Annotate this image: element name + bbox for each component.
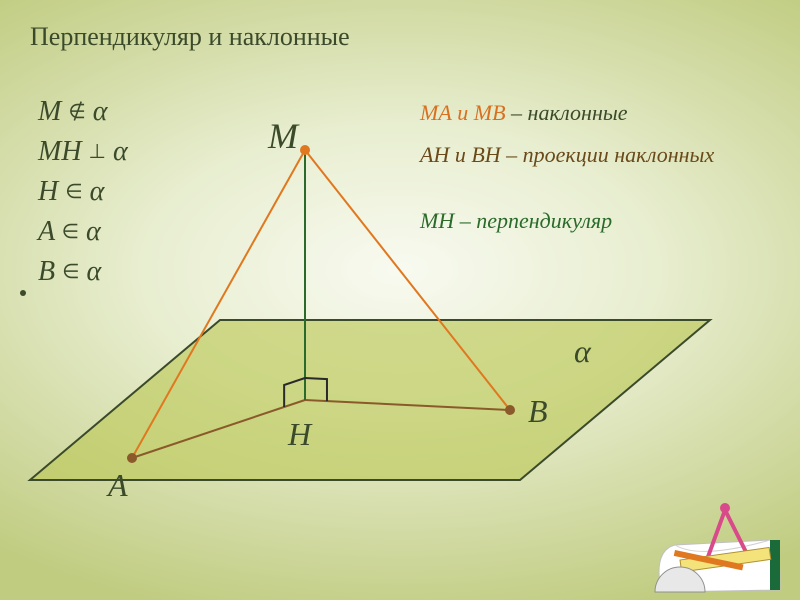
point-label: M (267, 116, 300, 156)
stationery-illustration (620, 490, 800, 600)
point-label: H (287, 416, 313, 452)
point-B (505, 405, 515, 415)
plane-label: α (574, 333, 592, 369)
point-A (127, 453, 137, 463)
point-M (300, 145, 310, 155)
point-label: B (528, 393, 548, 429)
point-label: A (106, 467, 128, 503)
